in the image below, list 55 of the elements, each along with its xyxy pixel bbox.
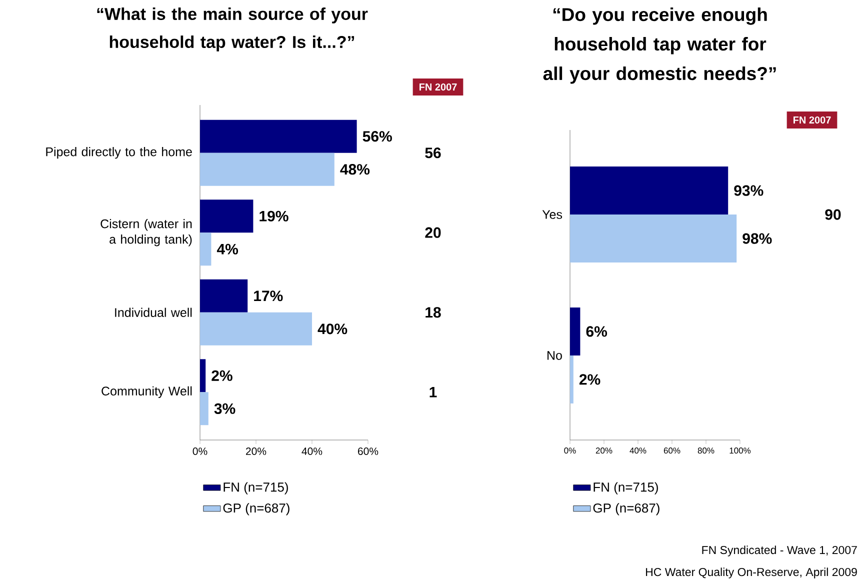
text: FN Syndicated - Wave 1, 2007 xyxy=(702,546,857,556)
bar xyxy=(570,355,574,404)
data-label: 93% xyxy=(734,185,764,196)
bar xyxy=(200,120,357,153)
text: 1 xyxy=(430,386,437,398)
text: FN 2007 xyxy=(794,116,831,124)
bar xyxy=(570,214,737,263)
text: 18 xyxy=(426,307,441,318)
y-tick-label: Individual well xyxy=(115,308,192,317)
data-label: 40% xyxy=(318,324,348,334)
data-label: 48% xyxy=(340,164,370,175)
x-tick-label: 60% xyxy=(664,448,680,454)
bar xyxy=(570,307,580,356)
data-label: 4% xyxy=(216,244,238,254)
x-tick-label: 0% xyxy=(564,448,576,454)
x-tick-label: 0% xyxy=(192,448,208,455)
data-label: 98% xyxy=(742,233,772,244)
data-label: 56% xyxy=(362,131,392,142)
x-tick-label: 40% xyxy=(302,448,322,455)
legend-label: GP (n=687) xyxy=(593,503,660,516)
x-tick-label: 100% xyxy=(730,448,751,454)
text: 56 xyxy=(425,148,441,158)
bar xyxy=(200,152,334,186)
legend-label: GP (n=687) xyxy=(223,503,290,516)
bar xyxy=(200,312,312,346)
data-label: 2% xyxy=(212,370,232,381)
bar xyxy=(200,232,212,266)
chart-title: “What is the main source of your household tap water? Is it...?” xyxy=(97,8,368,52)
y-tick-label: No xyxy=(548,351,562,360)
y-tick-label: Piped directly to the home xyxy=(46,147,192,159)
data-label: 17% xyxy=(254,290,283,302)
chart-title: “Do you receive enough household tap water for all your domestic needs?” xyxy=(543,8,776,84)
x-tick-label: 20% xyxy=(596,448,612,454)
data-label: 2% xyxy=(579,374,600,385)
x-tick-label: 40% xyxy=(630,448,646,454)
legend-label: FN (n=715) xyxy=(594,482,658,494)
data-label: 19% xyxy=(260,210,288,222)
data-label: 6% xyxy=(586,326,608,337)
bar xyxy=(200,200,254,233)
y-tick-label: Cistern (water in a holding tank) xyxy=(100,219,192,246)
y-tick-label: Community Well xyxy=(102,386,192,398)
x-tick-label: 60% xyxy=(358,448,378,455)
bar xyxy=(200,279,248,312)
text: FN 2007 xyxy=(420,83,457,91)
y-tick-label: Yes xyxy=(542,210,562,219)
x-tick-label: 20% xyxy=(246,448,266,455)
bar xyxy=(570,166,728,215)
bar xyxy=(200,392,208,426)
bar xyxy=(200,359,206,392)
text: 20 xyxy=(425,227,441,238)
text: HC Water Quality On-Reserve, April 2009 xyxy=(646,568,857,578)
x-tick-label: 80% xyxy=(698,448,714,454)
legend-label: FN (n=715) xyxy=(224,482,288,494)
data-label: 3% xyxy=(214,403,236,414)
text: 90 xyxy=(825,209,841,220)
